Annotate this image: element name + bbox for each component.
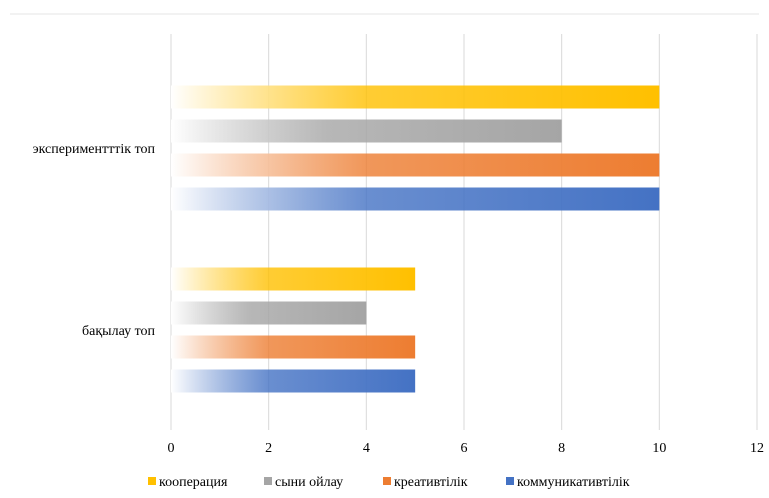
category-label: экспериментттік топ	[33, 142, 156, 157]
x-tick-label: 4	[363, 441, 370, 456]
category-labels: экспериментттік топ бақылау топ	[33, 142, 156, 339]
legend-swatch	[506, 477, 514, 485]
x-tick-label: 10	[652, 441, 666, 456]
bar-кооперация-0	[171, 85, 660, 109]
legend-label: кооперация	[159, 475, 228, 490]
bars	[171, 85, 660, 393]
bar-сыни-ойлау-1	[171, 301, 367, 325]
legend-swatch	[148, 477, 156, 485]
legend: кооперация сыни ойлау креативтілік коммуник…	[148, 475, 630, 490]
x-tick-label: 6	[461, 441, 468, 456]
legend-label: коммуникативтілік	[517, 475, 630, 490]
bar-сыни-ойлау-0	[171, 119, 562, 143]
legend-label: сыни ойлау	[275, 475, 343, 490]
legend-swatch	[383, 477, 391, 485]
x-tick-label: 12	[750, 441, 764, 456]
x-tick-label: 2	[265, 441, 272, 456]
bar-креативтілік-1	[171, 335, 416, 359]
x-tick-labels: 0 2 4 6 8 10 12	[168, 441, 765, 456]
x-tick-label: 8	[558, 441, 565, 456]
legend-swatch	[264, 477, 272, 485]
bar-кооперация-1	[171, 267, 416, 291]
legend-label: креативтілік	[394, 475, 468, 490]
x-tick-label: 0	[168, 441, 175, 456]
bar-коммуникативтілік-1	[171, 369, 416, 393]
bar-креативтілік-0	[171, 153, 660, 177]
bar-коммуникативтілік-0	[171, 187, 660, 211]
category-label: бақылау топ	[82, 324, 155, 339]
